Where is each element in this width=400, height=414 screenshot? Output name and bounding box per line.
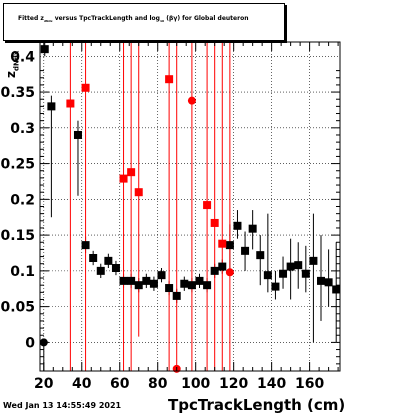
- black-square-point: [157, 271, 166, 280]
- x-axis-title: TpcTrackLength (cm): [168, 396, 346, 414]
- black-square-point: [332, 285, 341, 294]
- date-stamp: Wed Jan 13 14:55:49 2021: [3, 401, 122, 410]
- grid-lines: [40, 42, 340, 371]
- red-square-point: [210, 218, 219, 227]
- black-square-point: [47, 102, 56, 111]
- black-square-point: [309, 256, 318, 265]
- black-square-point: [218, 262, 227, 271]
- x-tick-label: 120: [219, 376, 248, 392]
- y-tick-label: 0.15: [0, 228, 35, 244]
- x-tick-label: 60: [110, 376, 130, 392]
- red-square-point: [81, 83, 90, 92]
- tick-labels: 20 40 60 80 100 120 140 160 0 0.05 0.1 0.15 0.2 0.25 0…: [0, 49, 324, 392]
- y-tick-label: 0.35: [0, 85, 35, 101]
- x-tick-label: 20: [34, 376, 54, 392]
- error-bars: [43, 42, 337, 371]
- y-tick-label: 0.2: [10, 192, 35, 208]
- red-square-point: [203, 201, 212, 210]
- red-square-point: [119, 174, 128, 183]
- y-tick-label: 0.05: [0, 300, 35, 316]
- black-square-point: [111, 264, 120, 273]
- black-square-point: [40, 45, 49, 54]
- x-tick-label: 160: [295, 376, 324, 392]
- black-square-point: [241, 246, 250, 255]
- chart-title: Fitted zdNdx versus TpcTrackLength and l…: [18, 15, 249, 24]
- black-square-point: [225, 241, 234, 250]
- black-square-point: [127, 276, 136, 285]
- y-tick-label: 0: [25, 335, 35, 351]
- x-tick-label: 40: [72, 376, 92, 392]
- black-square-point: [301, 269, 310, 278]
- black-square-point: [119, 276, 128, 285]
- black-square-point: [210, 266, 219, 275]
- y-tick-label: 0.4: [10, 49, 35, 65]
- x-tick-label: 140: [257, 376, 286, 392]
- black-square-point: [149, 279, 158, 288]
- black-square-point: [104, 256, 113, 265]
- data-markers: [39, 45, 341, 373]
- red-circle-point: [187, 96, 196, 105]
- y-tick-label: 0.3: [10, 121, 35, 137]
- x-tick-label: 100: [181, 376, 210, 392]
- black-square-point: [180, 279, 189, 288]
- black-square-point: [165, 284, 174, 293]
- black-square-point: [263, 271, 272, 280]
- x-tick-label: 80: [148, 376, 168, 392]
- black-square-point: [81, 241, 90, 250]
- title-box: Fitted zdNdx versus TpcTrackLength and l…: [3, 3, 285, 41]
- black-square-point: [324, 278, 333, 287]
- red-circle-point: [225, 268, 234, 277]
- red-square-point: [218, 239, 227, 248]
- black-square-point: [233, 221, 242, 230]
- y-tick-label: 0.25: [0, 157, 35, 173]
- black-square-point: [73, 130, 82, 139]
- black-square-point: [195, 276, 204, 285]
- y-axis-title: zdNdx: [4, 50, 21, 78]
- axes: [39, 41, 341, 372]
- black-square-point: [317, 276, 326, 285]
- black-square-point: [279, 269, 288, 278]
- red-square-point: [127, 168, 136, 177]
- red-square-point: [66, 99, 75, 108]
- black-square-point: [256, 251, 265, 260]
- black-square-point: [172, 291, 181, 300]
- black-square-point: [271, 282, 280, 291]
- black-square-point: [286, 262, 295, 271]
- red-square-point: [165, 75, 174, 84]
- black-square-point: [96, 266, 105, 275]
- black-square-point: [142, 276, 151, 285]
- black-square-point: [203, 281, 212, 290]
- black-square-point: [248, 224, 257, 233]
- black-square-point: [89, 253, 98, 262]
- y-tick-label: 0.1: [10, 264, 35, 280]
- red-square-point: [134, 188, 143, 197]
- black-square-point: [134, 281, 143, 290]
- black-square-point: [187, 281, 196, 290]
- black-square-point: [294, 261, 303, 270]
